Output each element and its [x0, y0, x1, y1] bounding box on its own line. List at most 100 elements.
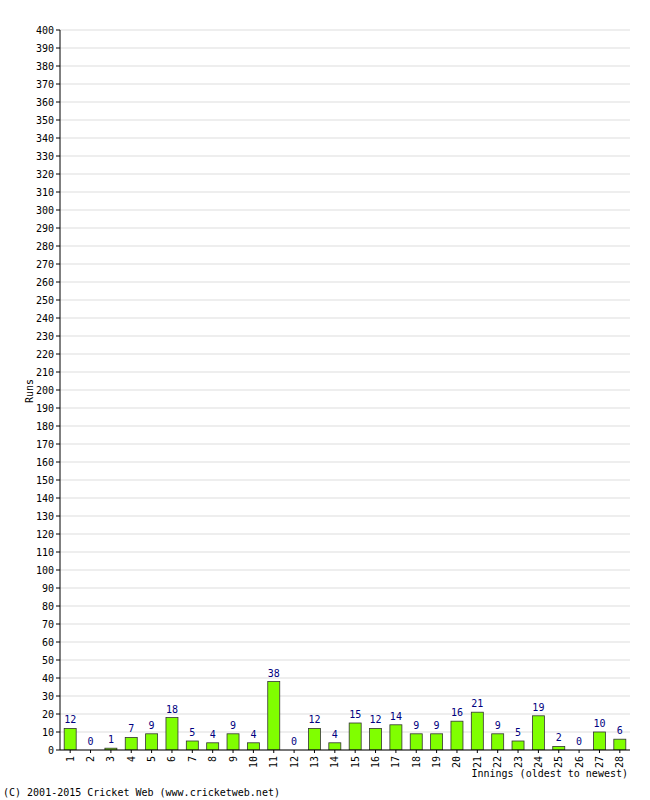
data-label: 38 [268, 668, 280, 679]
y-tick-label: 170 [36, 439, 54, 450]
y-tick-label: 310 [36, 187, 54, 198]
y-tick [56, 714, 60, 715]
x-tick [192, 750, 193, 753]
grid-line [60, 66, 630, 67]
grid-line [60, 444, 630, 445]
data-label: 19 [532, 702, 544, 713]
y-tick [56, 372, 60, 373]
y-tick [56, 318, 60, 319]
x-tick-label: 23 [513, 756, 524, 768]
bar [512, 741, 524, 750]
x-tick [619, 750, 620, 753]
data-label: 4 [250, 729, 256, 740]
bar [308, 728, 320, 750]
y-tick [56, 354, 60, 355]
y-tick-label: 400 [36, 25, 54, 36]
data-label: 16 [451, 707, 463, 718]
grid-line [60, 390, 630, 391]
data-label: 1 [108, 734, 114, 745]
y-tick [56, 264, 60, 265]
grid-line [60, 552, 630, 553]
y-tick-label: 390 [36, 43, 54, 54]
data-label: 6 [617, 725, 623, 736]
y-tick-label: 10 [42, 727, 54, 738]
bar [64, 728, 76, 750]
y-tick-label: 220 [36, 349, 54, 360]
grid-line [60, 516, 630, 517]
y-tick-label: 250 [36, 295, 54, 306]
x-tick-label: 28 [614, 756, 625, 768]
data-label: 18 [166, 704, 178, 715]
y-tick [56, 192, 60, 193]
grid-line [60, 534, 630, 535]
data-label: 12 [370, 714, 382, 725]
x-tick-label: 20 [451, 756, 462, 768]
data-label: 9 [434, 720, 440, 731]
x-axis-label: Innings (oldest to newest) [471, 768, 628, 779]
bar [431, 734, 443, 750]
x-tick-label: 24 [533, 756, 544, 768]
y-tick-label: 110 [36, 547, 54, 558]
grid-line [60, 408, 630, 409]
data-label: 21 [471, 698, 483, 709]
grid-line [60, 300, 630, 301]
x-tick-label: 16 [370, 756, 381, 768]
y-axis-label: Runs [24, 379, 35, 403]
data-label: 0 [291, 736, 297, 747]
y-tick-label: 350 [36, 115, 54, 126]
data-label: 4 [210, 729, 216, 740]
x-tick [90, 750, 91, 753]
bars [64, 682, 626, 750]
bar [614, 739, 626, 750]
x-tick-label: 1 [65, 756, 76, 762]
y-tick [56, 102, 60, 103]
x-tick [294, 750, 295, 753]
data-label: 10 [593, 718, 605, 729]
y-tick-label: 20 [42, 709, 54, 720]
grid-line [60, 372, 630, 373]
y-tick [56, 534, 60, 535]
grid-line [60, 606, 630, 607]
bar [207, 743, 219, 750]
y-tick [56, 444, 60, 445]
x-tick-label: 8 [207, 756, 218, 762]
x-tick-label: 18 [411, 756, 422, 768]
grid-line [60, 84, 630, 85]
y-tick-label: 120 [36, 529, 54, 540]
y-tick-label: 80 [42, 601, 54, 612]
grid-line [60, 102, 630, 103]
grid-line [60, 138, 630, 139]
data-label: 2 [556, 732, 562, 743]
y-tick [56, 300, 60, 301]
y-tick-label: 230 [36, 331, 54, 342]
y-tick-label: 30 [42, 691, 54, 702]
grid-line [60, 228, 630, 229]
bar [390, 725, 402, 750]
data-label: 14 [390, 711, 402, 722]
y-tick-label: 240 [36, 313, 54, 324]
data-label: 5 [515, 727, 521, 738]
x-tick [456, 750, 457, 753]
grid-line [60, 210, 630, 211]
grid-line [60, 480, 630, 481]
data-label: 7 [128, 723, 134, 734]
grid-line [60, 624, 630, 625]
y-tick [56, 588, 60, 589]
grid-line [60, 426, 630, 427]
bar [329, 743, 341, 750]
y-tick-label: 320 [36, 169, 54, 180]
y-tick [56, 48, 60, 49]
grid-line [60, 570, 630, 571]
x-tick-label: 5 [146, 756, 157, 762]
data-label: 0 [576, 736, 582, 747]
y-tick [56, 84, 60, 85]
y-tick [56, 174, 60, 175]
y-tick-label: 180 [36, 421, 54, 432]
y-tick [56, 156, 60, 157]
x-tick [416, 750, 417, 753]
y-tick-label: 300 [36, 205, 54, 216]
data-label: 4 [332, 729, 338, 740]
x-tick [355, 750, 356, 753]
grid-line [60, 336, 630, 337]
grid-line [60, 318, 630, 319]
